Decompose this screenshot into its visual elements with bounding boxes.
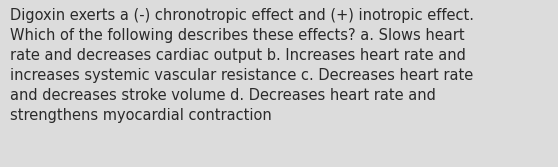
- Text: Digoxin exerts a (-) chronotropic effect and (+) inotropic effect.
Which of the : Digoxin exerts a (-) chronotropic effect…: [10, 8, 474, 123]
